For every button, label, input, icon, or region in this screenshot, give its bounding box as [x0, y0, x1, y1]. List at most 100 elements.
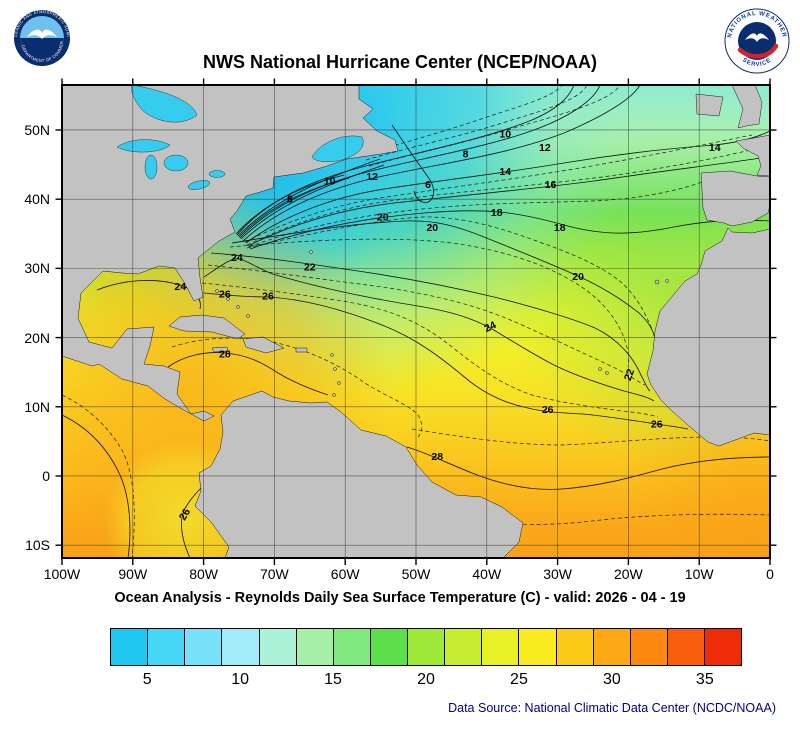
lake-huron [163, 154, 189, 172]
colorbar-segment [185, 629, 223, 665]
lat-axis-label: 0 [42, 467, 50, 484]
noaa-logo: NATIONAL OCEANIC AND ATMOSPHERIC ADMINIS… [12, 8, 71, 67]
colorbar-tick: 35 [695, 671, 714, 688]
colorbar-segment [593, 629, 631, 665]
colorbar-segment [482, 629, 520, 665]
isotherm-label: 26 [651, 419, 663, 431]
isotherm-label: 28 [219, 349, 231, 361]
nws-ring-text-bottom: SERVICE [741, 57, 773, 68]
lake-ontario [208, 170, 226, 178]
colorbar-segment [630, 629, 668, 665]
isotherm-label: 14 [709, 142, 721, 154]
island-dot [215, 289, 219, 293]
lat-axis-label: 40N [24, 191, 50, 208]
island-dot [605, 371, 609, 375]
lat-axis-label: 30N [24, 260, 50, 277]
land-jamaica [211, 346, 229, 353]
island-dot [665, 279, 669, 283]
isotherm-label: 26 [177, 506, 193, 522]
island-dot [598, 367, 602, 371]
colorbar-segment [111, 629, 149, 665]
noaa-logo-sea [20, 38, 64, 60]
colorbar-segment [445, 629, 483, 665]
land-france [735, 134, 770, 177]
island-dot [309, 250, 313, 254]
colorbar-segment [667, 629, 705, 665]
isotherm-label: 24 [174, 281, 186, 293]
colorbar-segment [259, 629, 297, 665]
isotherm-label: 14 [499, 166, 511, 178]
colorbar-segment [333, 629, 371, 665]
isotherm-label: 22 [304, 261, 316, 273]
colorbar-segment [705, 629, 742, 665]
colorbar-tick: 30 [602, 671, 621, 688]
page-title: NWS National Hurricane Center (NCEP/NOAA… [202, 52, 598, 72]
land-ireland [695, 93, 724, 117]
land-south-america [194, 390, 524, 558]
isotherm-label: 18 [554, 222, 566, 234]
isotherm-label: 20 [572, 271, 584, 283]
isotherm-label: 28 [431, 451, 443, 463]
land-cuba [168, 314, 246, 340]
isotherm-label: 26 [219, 288, 231, 300]
lat-axis-label: 10S [25, 537, 50, 554]
isotherm-label: 10 [499, 129, 511, 141]
isotherm-label: 20 [426, 222, 438, 234]
island-dot [654, 279, 660, 285]
isotherm-label: 16 [545, 179, 557, 191]
source-text: Data Source: National Climatic Data Cent… [448, 701, 776, 715]
lake-erie [188, 180, 210, 190]
map-canvas [62, 85, 770, 558]
gulf-st-lawrence [311, 135, 364, 162]
isotherm-label: 20 [377, 212, 389, 224]
colorbar-segment [222, 629, 260, 665]
hudson-bay [131, 85, 198, 123]
colorbar-segment [370, 629, 408, 665]
colorbar-tick: 5 [142, 671, 152, 688]
island-dot [330, 353, 334, 357]
land-iberia [700, 170, 770, 227]
lat-axis-label: 10N [24, 398, 50, 415]
island-dot [246, 314, 250, 318]
grid-lines [62, 85, 770, 558]
isotherm-label: 8 [287, 194, 293, 206]
nws-red-swoosh [737, 43, 779, 59]
isotherm-label: 12 [366, 171, 378, 183]
isotherm-label: 12 [539, 142, 551, 154]
nws-logo: NATIONAL WEATHER SERVICE [724, 8, 790, 74]
colorbar-segment [148, 629, 186, 665]
land-britain [731, 85, 763, 129]
colorbar-segment [296, 629, 334, 665]
map-caption: Ocean Analysis - Reynolds Daily Sea Surf… [114, 590, 686, 606]
lat-axis-label: 50N [24, 121, 50, 138]
isotherm-label: 26 [262, 291, 274, 303]
island-dot [226, 297, 230, 301]
colorbar-tick: 15 [324, 671, 342, 688]
isotherm-label: 10 [324, 176, 336, 188]
colorbar-segment [519, 629, 557, 665]
colorbar-tick: 20 [417, 671, 435, 688]
isotherm-label: 6 [425, 179, 431, 191]
isotherm-label: 24 [482, 319, 498, 335]
island-dot [337, 381, 341, 385]
colorbar-tick: 25 [510, 671, 528, 688]
colorbar-tick: 10 [231, 671, 250, 688]
land-puerto-rico [295, 347, 308, 353]
axis-ticks [55, 78, 777, 565]
isotherm-label: 8 [463, 149, 469, 161]
isotherm-label: 26 [542, 404, 554, 416]
island-dot [332, 393, 336, 397]
isotherm-labels: 6 8 8 10 10 12 12 14 14 16 18 18 20 20 20 22 22 24 24 24 26 2… [174, 129, 720, 523]
temperature-colorbar [110, 628, 742, 666]
colorbar-segment [556, 629, 594, 665]
lake-michigan [144, 154, 158, 180]
isotherm-label: 22 [622, 367, 637, 382]
island-dot [236, 305, 240, 309]
noaa-bird-icon [27, 29, 57, 39]
land-africa [646, 227, 770, 447]
island-dot [333, 367, 337, 371]
colorbar-tick-labels: 5 10 15 20 25 30 35 [110, 671, 742, 693]
lat-axis-label: 20N [24, 329, 50, 346]
lakes [116, 85, 364, 190]
